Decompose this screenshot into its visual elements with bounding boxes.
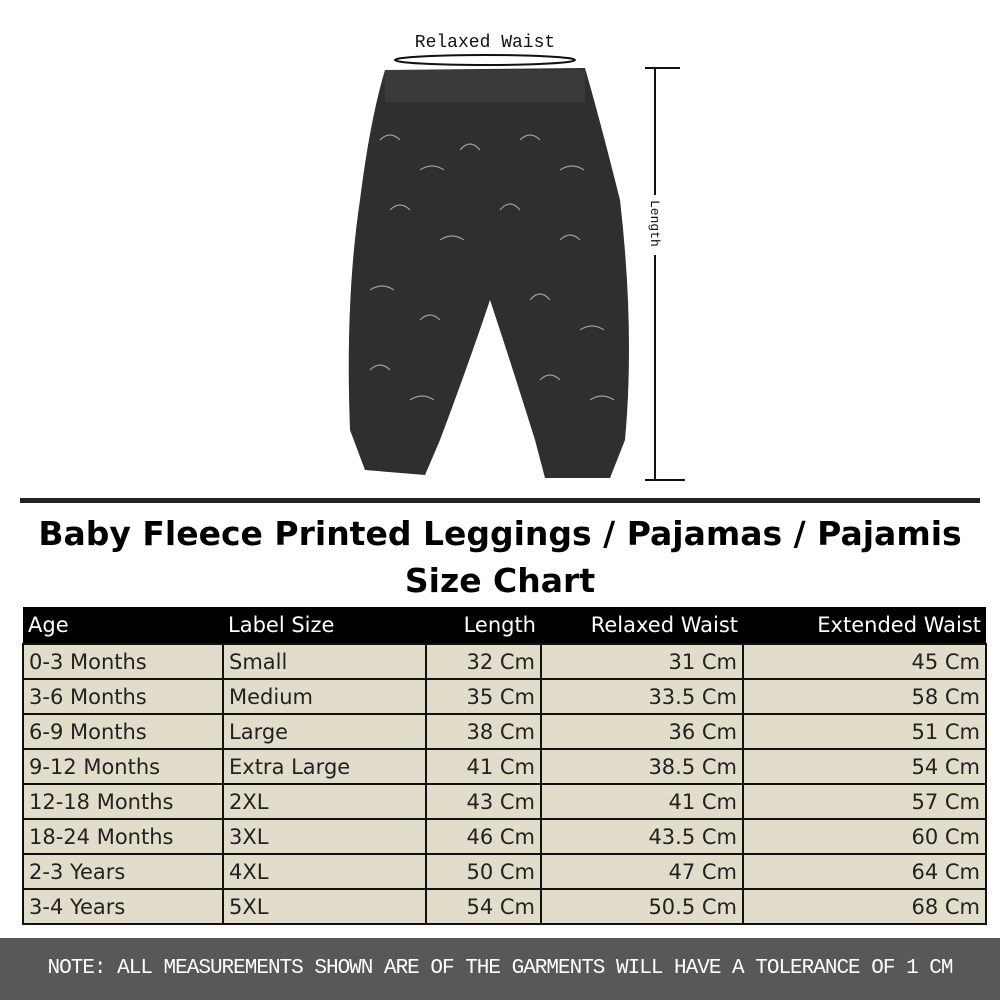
cell-relaxed-waist: 38.5 Cm	[540, 748, 744, 785]
cell-length: 50 Cm	[425, 853, 542, 890]
cell-relaxed-waist: 50.5 Cm	[540, 888, 744, 925]
pants-illustration: Relaxed Waist Length	[348, 33, 685, 481]
cell-length: 41 Cm	[425, 748, 542, 785]
table-row: 12-18 Months 2XL 43 Cm 41 Cm 57 Cm	[22, 783, 987, 820]
table-header-row: Age Label Size Length Relaxed Waist Exte…	[23, 607, 986, 644]
cell-length: 46 Cm	[425, 818, 542, 855]
cell-extended-waist: 51 Cm	[742, 713, 987, 750]
table-row: 3-6 Months Medium 35 Cm 33.5 Cm 58 Cm	[22, 678, 987, 715]
cell-extended-waist: 58 Cm	[742, 678, 987, 715]
cell-label-size: 2XL	[222, 783, 427, 820]
table-row: 18-24 Months 3XL 46 Cm 43.5 Cm 60 Cm	[22, 818, 987, 855]
cell-label-size: Large	[222, 713, 427, 750]
cell-length: 38 Cm	[425, 713, 542, 750]
cell-length: 35 Cm	[425, 678, 542, 715]
cell-extended-waist: 64 Cm	[742, 853, 987, 890]
cell-extended-waist: 54 Cm	[742, 748, 987, 785]
cell-relaxed-waist: 43.5 Cm	[540, 818, 744, 855]
cell-extended-waist: 45 Cm	[742, 643, 987, 680]
header-label-size: Label Size	[223, 607, 426, 644]
cell-relaxed-waist: 41 Cm	[540, 783, 744, 820]
pants-shape	[348, 68, 629, 478]
cell-label-size: 3XL	[222, 818, 427, 855]
cell-label-size: 5XL	[222, 888, 427, 925]
cell-relaxed-waist: 36 Cm	[540, 713, 744, 750]
page-subtitle: Size Chart	[404, 561, 596, 600]
cell-length: 32 Cm	[425, 643, 542, 680]
animal-print-pattern	[369, 134, 615, 401]
cell-age: 0-3 Months	[22, 643, 224, 680]
cell-extended-waist: 60 Cm	[742, 818, 987, 855]
header-length: Length	[426, 607, 541, 644]
table-row: 9-12 Months Extra Large 41 Cm 38.5 Cm 54 Cm	[22, 748, 987, 785]
tolerance-note: NOTE: ALL MEASUREMENTS SHOWN ARE OF THE …	[0, 938, 1000, 1000]
divider	[20, 498, 980, 503]
cell-extended-waist: 57 Cm	[742, 783, 987, 820]
cell-age: 3-4 Years	[22, 888, 224, 925]
header-extended-waist: Extended Waist	[743, 607, 986, 644]
cell-label-size: Small	[222, 643, 427, 680]
cell-age: 9-12 Months	[22, 748, 224, 785]
cell-age: 3-6 Months	[22, 678, 224, 715]
waist-label: Relaxed Waist	[415, 33, 555, 53]
cell-age: 18-24 Months	[22, 818, 224, 855]
cell-length: 43 Cm	[425, 783, 542, 820]
table-row: 2-3 Years 4XL 50 Cm 47 Cm 64 Cm	[22, 853, 987, 890]
waist-ellipse	[394, 54, 576, 66]
cell-label-size: Medium	[222, 678, 427, 715]
table-row: 3-4 Years 5XL 54 Cm 50.5 Cm 68 Cm	[22, 888, 987, 925]
table-row: 6-9 Months Large 38 Cm 36 Cm 51 Cm	[22, 713, 987, 750]
cell-relaxed-waist: 31 Cm	[540, 643, 744, 680]
cell-age: 2-3 Years	[22, 853, 224, 890]
cell-label-size: 4XL	[222, 853, 427, 890]
page-title: Baby Fleece Printed Leggings / Pajamas /…	[38, 514, 962, 553]
cell-age: 12-18 Months	[22, 783, 224, 820]
cell-extended-waist: 68 Cm	[742, 888, 987, 925]
cell-relaxed-waist: 47 Cm	[540, 853, 744, 890]
cell-label-size: Extra Large	[222, 748, 427, 785]
table-row: 0-3 Months Small 32 Cm 31 Cm 45 Cm	[22, 643, 987, 680]
header-age: Age	[23, 607, 223, 644]
header-relaxed-waist: Relaxed Waist	[541, 607, 743, 644]
waistband	[385, 70, 585, 102]
length-label: Length	[647, 200, 662, 247]
cell-relaxed-waist: 33.5 Cm	[540, 678, 744, 715]
cell-length: 54 Cm	[425, 888, 542, 925]
cell-age: 6-9 Months	[22, 713, 224, 750]
size-chart-table: Age Label Size Length Relaxed Waist Exte…	[22, 607, 987, 925]
